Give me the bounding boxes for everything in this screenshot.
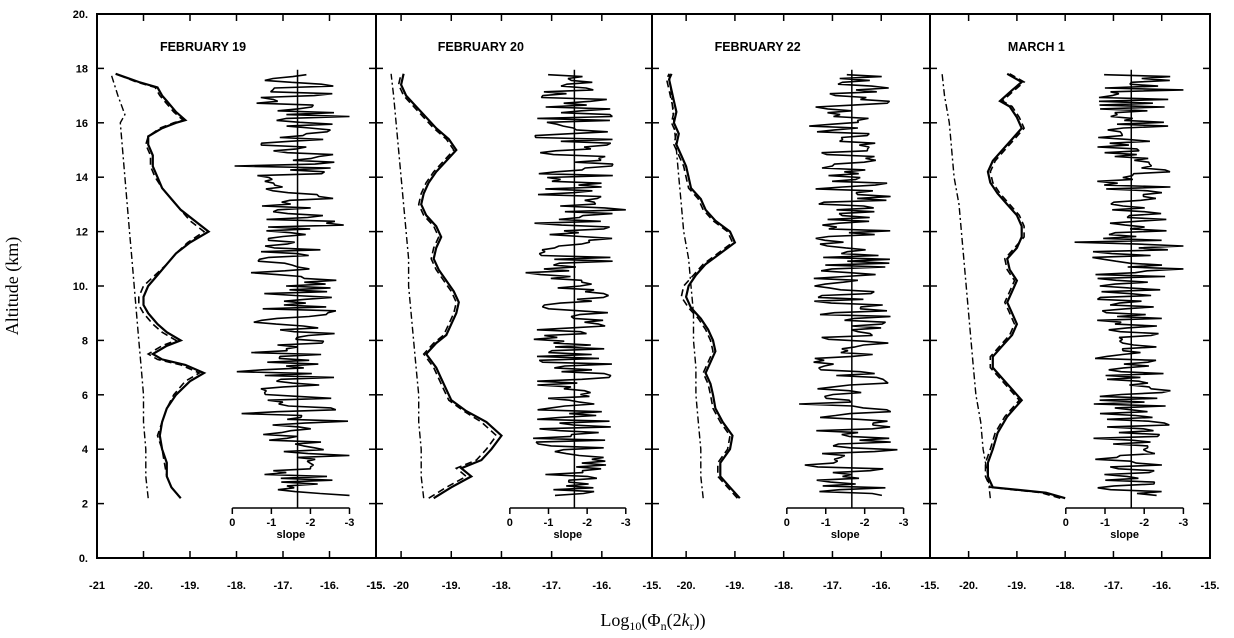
y-tick-label: 18 xyxy=(76,63,88,75)
slope-tick-label: -3 xyxy=(621,517,631,529)
slope-tick-label: 0 xyxy=(784,517,790,529)
slope-tick-label: -3 xyxy=(345,517,355,529)
slope-tick-label: -1 xyxy=(544,517,554,529)
x-tick-label: -20. xyxy=(677,580,696,592)
slope-axis-label: slope xyxy=(1110,529,1139,541)
x-tick-label: -18. xyxy=(774,580,793,592)
slope-trace xyxy=(1074,73,1184,497)
x-tick-label: -18. xyxy=(492,580,511,592)
slope-axis-label: slope xyxy=(277,529,306,541)
slope-tick-label: -1 xyxy=(266,517,276,529)
slope-tick-label: 0 xyxy=(1063,517,1069,529)
panel-1: -21 -20. -19. -18. -17. -16. -15.-15.FEBRUARY … xyxy=(89,14,385,592)
dashdot-profile xyxy=(941,73,991,499)
slope-tick-label: -3 xyxy=(899,517,909,529)
x-tick-label: -17. xyxy=(542,580,561,592)
y-tick-label: 4 xyxy=(82,444,89,456)
dashed-profile xyxy=(665,73,738,499)
slope-tick-label: -2 xyxy=(306,517,316,529)
panel-title: FEBRUARY 22 xyxy=(715,40,801,54)
y-tick-label: 6 xyxy=(82,390,88,402)
panel-title: FEBRUARY 19 xyxy=(160,40,246,54)
x-tick-label: -21 xyxy=(89,580,105,592)
x-tick-label: -16. xyxy=(320,580,339,592)
dashed-profile xyxy=(984,73,1061,499)
slope-tick-label: -1 xyxy=(821,517,831,529)
x-tick-label: -17. xyxy=(1104,580,1123,592)
x-tick-label: -20 xyxy=(393,580,409,592)
x-tick-label: -15. xyxy=(921,580,940,592)
x-tick-label: -15. xyxy=(1201,580,1220,592)
dashdot-profile xyxy=(390,73,425,499)
x-axis-label-text: Log10(Φn(2kr)) xyxy=(600,610,705,633)
y-tick-label: 14 xyxy=(76,172,89,184)
y-tick-label: 8 xyxy=(82,335,88,347)
slope-tick-label: -3 xyxy=(1179,517,1189,529)
x-tick-label: -18. xyxy=(227,580,246,592)
plot-frame xyxy=(96,13,1211,559)
x-tick-label: -17. xyxy=(823,580,842,592)
x-tick-label: -16. xyxy=(592,580,611,592)
x-tick-label: -15. xyxy=(367,580,386,592)
y-tick-label: 12 xyxy=(76,227,88,239)
x-tick-label: -19. xyxy=(181,580,200,592)
x-tick-label: -19. xyxy=(442,580,461,592)
slope-tick-label: -2 xyxy=(860,517,870,529)
x-tick-label: -16. xyxy=(1152,580,1171,592)
solid-profile xyxy=(115,72,211,499)
y-tick-label: 0. xyxy=(79,553,88,565)
slope-tick-label: -1 xyxy=(1100,517,1110,529)
slope-tick-label: -2 xyxy=(1139,517,1149,529)
solid-profile xyxy=(986,72,1066,500)
slope-trace xyxy=(525,73,626,497)
panel-2: -20 -19. -18. -17. -16. -15. FEBRUARY 20 0 -1 -2 -… xyxy=(375,14,662,592)
solid-profile xyxy=(667,73,741,499)
x-tick-label: -16. xyxy=(872,580,891,592)
x-tick-label: -15. xyxy=(367,580,386,592)
panel-title: FEBRUARY 20 xyxy=(438,40,524,54)
slope-tick-label: -2 xyxy=(582,517,592,529)
y-tick-label: 2 xyxy=(82,499,88,511)
slope-axis-label: slope xyxy=(831,529,860,541)
x-tick-label: -20. xyxy=(959,580,978,592)
dashed-profile xyxy=(397,73,498,499)
dashdot-profile xyxy=(668,73,704,499)
y-tick-label: 16 xyxy=(76,118,88,130)
y-axis: 0. 2 4 6 8 10. 12 14 16 18 20. xyxy=(73,9,89,565)
panel-title: MARCH 1 xyxy=(1008,40,1065,54)
y-axis-label: Altitude (km) xyxy=(2,237,23,335)
slope-axis-label: slope xyxy=(553,529,582,541)
slope-tick-label: 0 xyxy=(507,517,513,529)
x-tick-label: -17. xyxy=(274,580,293,592)
x-tick-label: -15. xyxy=(643,580,662,592)
x-axis-label: Log10(Φn(2kr)) xyxy=(600,610,705,633)
x-tick-label: -20. xyxy=(134,580,153,592)
slope-tick-label: 0 xyxy=(229,517,235,529)
slope-trace xyxy=(234,73,350,497)
x-tick-label: -18. xyxy=(1056,580,1075,592)
slope-trace xyxy=(799,73,898,497)
panel-3: -20. -19. -18. -17. -16. -15. FEBRUARY 22 0 -1 -2… xyxy=(651,14,940,592)
solid-profile xyxy=(399,73,503,500)
x-tick-label: -19. xyxy=(1007,580,1026,592)
panel-4: -20. -19. -18. -17. -16. -15. MARCH 1 0 -1 -2 -3 sl… xyxy=(929,14,1220,592)
x-tick-label: -19. xyxy=(725,580,744,592)
dashdot-profile xyxy=(110,73,149,499)
y-tick-label: 20. xyxy=(73,9,88,21)
panels-layer: -21 -20. -19. -18. -17. -16. -15. -15. FEBRUARY … xyxy=(89,14,1219,592)
y-tick-label: 10. xyxy=(73,281,88,293)
